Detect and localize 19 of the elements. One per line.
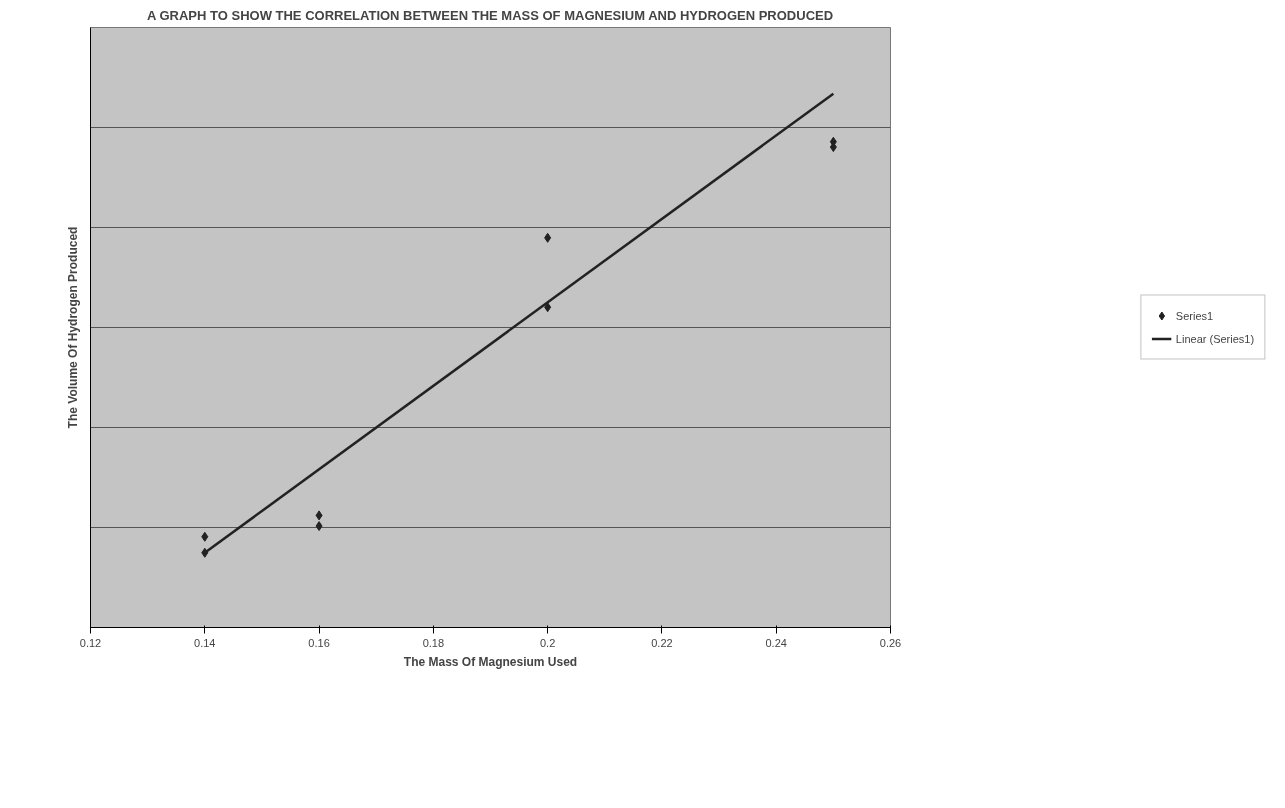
point xyxy=(544,302,552,313)
chart-title: A GRAPH TO SHOW THE CORRELATION BETWEEN THE MASS OF MAGNESIUM AND HYDROGEN PRODUCED xyxy=(146,7,834,23)
x-tick-label: 0.2 xyxy=(540,636,556,649)
x-tick-label: 0.14 xyxy=(194,636,216,649)
point xyxy=(315,510,323,521)
legend-label: Series1 xyxy=(1175,309,1214,322)
y-axis-title: The Volume Of Hydrogen Produced xyxy=(65,226,80,429)
x-tick-label: 0.24 xyxy=(765,636,787,649)
point xyxy=(315,521,323,532)
x-tick-label: 0.26 xyxy=(879,636,902,649)
x-tick-label: 0.16 xyxy=(308,636,330,649)
point xyxy=(201,547,209,558)
x-tick-label: 0.22 xyxy=(651,636,673,649)
x-tick-label: 0.12 xyxy=(79,636,102,649)
legend-label: Linear (Series1) xyxy=(1175,332,1255,345)
x-tick-label: 0.18 xyxy=(422,636,445,649)
point xyxy=(201,531,209,542)
point xyxy=(544,232,552,243)
x-axis-title: The Mass Of Magnesium Used xyxy=(403,654,578,669)
